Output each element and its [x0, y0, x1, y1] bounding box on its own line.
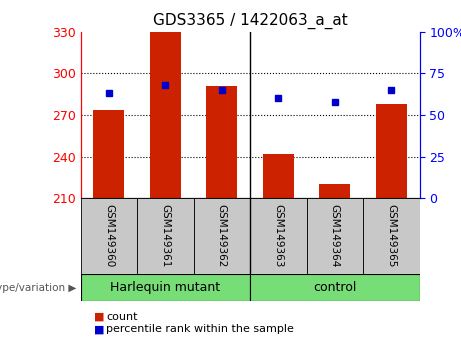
- Text: GSM149363: GSM149363: [273, 204, 284, 268]
- Bar: [207, 86, 237, 198]
- Text: genotype/variation ▶: genotype/variation ▶: [0, 282, 76, 293]
- Bar: [307, 198, 363, 274]
- Bar: [194, 198, 250, 274]
- Bar: [94, 109, 124, 198]
- Bar: [81, 198, 137, 274]
- Bar: [319, 184, 350, 198]
- Bar: [363, 198, 420, 274]
- Text: GSM149360: GSM149360: [104, 204, 114, 268]
- Text: GSM149361: GSM149361: [160, 204, 171, 268]
- Bar: [263, 154, 294, 198]
- Bar: [150, 32, 181, 198]
- Text: control: control: [313, 281, 356, 294]
- Text: GSM149365: GSM149365: [386, 204, 396, 268]
- Bar: [376, 104, 407, 198]
- Bar: [137, 198, 194, 274]
- Bar: [250, 274, 420, 301]
- Text: Harlequin mutant: Harlequin mutant: [110, 281, 220, 294]
- Bar: [81, 274, 250, 301]
- Bar: [250, 198, 307, 274]
- Text: count: count: [106, 312, 137, 322]
- Text: percentile rank within the sample: percentile rank within the sample: [106, 324, 294, 334]
- Text: GSM149364: GSM149364: [330, 204, 340, 268]
- Title: GDS3365 / 1422063_a_at: GDS3365 / 1422063_a_at: [153, 13, 348, 29]
- Text: ■: ■: [94, 312, 104, 322]
- Text: ■: ■: [94, 324, 104, 334]
- Text: GSM149362: GSM149362: [217, 204, 227, 268]
